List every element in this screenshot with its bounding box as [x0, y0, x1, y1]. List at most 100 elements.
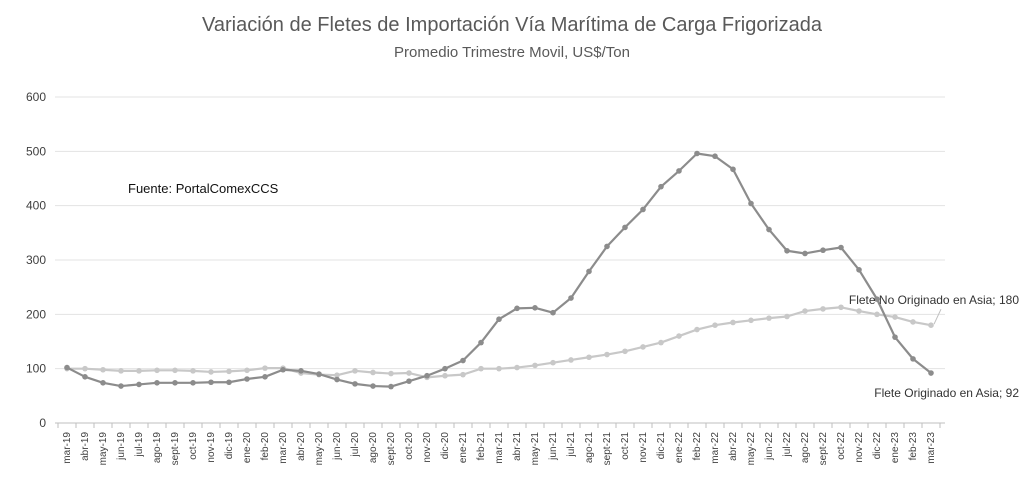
x-tick-label: nov-19 — [206, 432, 217, 463]
data-point — [244, 376, 250, 382]
data-point — [802, 250, 808, 257]
data-point — [532, 362, 538, 369]
data-point — [622, 224, 628, 231]
data-point — [298, 368, 304, 374]
y-tick-label: 200 — [26, 307, 46, 321]
data-point — [514, 364, 520, 371]
data-point — [388, 370, 394, 377]
data-point — [460, 357, 466, 364]
data-point — [190, 368, 196, 374]
data-point — [460, 371, 466, 378]
data-point — [658, 183, 664, 190]
data-point — [352, 368, 358, 374]
x-tick-label: jul-20 — [350, 432, 361, 458]
x-tick-label: dic-21 — [656, 432, 667, 460]
data-point — [730, 166, 736, 173]
data-point — [766, 226, 772, 233]
y-tick-label: 0 — [39, 416, 46, 430]
data-point — [82, 365, 88, 372]
x-tick-label: mar-19 — [62, 432, 73, 464]
data-point — [100, 379, 106, 386]
x-tick-label: jul-22 — [782, 432, 793, 458]
data-point — [478, 365, 484, 372]
chart-subtitle: Promedio Trimestre Movil, US$/Ton — [394, 44, 630, 61]
data-point — [172, 379, 178, 386]
x-tick-label: feb-20 — [260, 432, 271, 461]
x-tick-label: jun-19 — [116, 432, 127, 461]
x-tick-label: may-19 — [98, 432, 109, 466]
data-point — [640, 206, 646, 213]
x-tick-label: oct-21 — [620, 432, 631, 460]
x-tick-label: oct-20 — [404, 432, 415, 460]
x-tick-label: mar-22 — [710, 432, 721, 464]
data-point — [910, 356, 916, 362]
data-point — [784, 247, 790, 254]
data-point — [856, 266, 862, 273]
data-point — [424, 372, 430, 379]
data-point — [874, 311, 880, 318]
y-tick-label: 100 — [26, 362, 46, 376]
data-point — [712, 322, 718, 329]
data-point — [64, 364, 70, 371]
x-tick-label: sept-21 — [602, 432, 613, 466]
data-point — [586, 268, 592, 275]
x-tick-label: sept-20 — [386, 432, 397, 466]
data-point — [604, 243, 610, 250]
data-point — [514, 305, 520, 312]
data-point — [100, 366, 106, 373]
data-point — [658, 339, 664, 346]
series-label-non-asia: Flete No Originado en Asia; 180 — [849, 293, 1019, 307]
data-point — [856, 308, 862, 314]
data-point — [730, 319, 736, 326]
x-tick-label: dic-19 — [224, 432, 235, 460]
chart-title: Variación de Fletes de Importación Vía M… — [202, 14, 823, 36]
data-point — [640, 344, 646, 350]
data-point — [370, 383, 376, 389]
data-point — [136, 381, 142, 388]
data-point — [226, 379, 232, 386]
data-point — [352, 381, 358, 387]
x-tick-label: feb-21 — [476, 432, 487, 461]
data-point — [712, 153, 718, 160]
x-tick-label: dic-22 — [872, 432, 883, 460]
x-tick-label: may-20 — [314, 432, 325, 466]
data-point — [136, 368, 142, 374]
x-tick-label: abr-19 — [80, 432, 91, 461]
data-point — [820, 247, 826, 254]
data-point — [586, 354, 592, 361]
x-tick-label: abr-22 — [728, 432, 739, 461]
data-point — [748, 317, 754, 324]
x-tick-label: jul-21 — [566, 432, 577, 458]
grid — [55, 96, 945, 424]
x-tick-label: mar-23 — [926, 432, 937, 464]
series-label-leader — [933, 308, 942, 325]
x-tick-label: nov-21 — [638, 432, 649, 463]
data-point — [208, 369, 214, 375]
x-tick-label: oct-22 — [836, 432, 847, 460]
series-label-asia: Flete Originado en Asia; 92 — [874, 386, 1019, 400]
data-point — [496, 316, 502, 323]
data-point — [406, 370, 412, 376]
y-axis: 0 100 200 300 400 500 600 — [26, 90, 46, 430]
data-point — [676, 168, 682, 174]
data-point — [838, 304, 844, 311]
x-tick-label: abr-21 — [512, 432, 523, 461]
data-point — [568, 295, 574, 301]
data-point — [568, 357, 574, 363]
x-tick-label: mar-21 — [494, 432, 505, 464]
x-tick-label: mar-20 — [278, 432, 289, 464]
data-point — [550, 309, 556, 316]
x-tick-label: ene-22 — [674, 432, 685, 464]
x-tick-label: sept-22 — [818, 432, 829, 466]
data-point — [748, 200, 754, 207]
x-tick-label: nov-22 — [854, 432, 865, 463]
x-tick-label: ago-22 — [800, 432, 811, 464]
data-point — [496, 365, 502, 372]
x-tick-label: feb-22 — [692, 432, 703, 461]
data-point — [766, 315, 772, 321]
data-point — [208, 379, 214, 386]
data-point — [928, 370, 934, 376]
data-point — [784, 313, 790, 320]
data-point — [280, 366, 286, 373]
